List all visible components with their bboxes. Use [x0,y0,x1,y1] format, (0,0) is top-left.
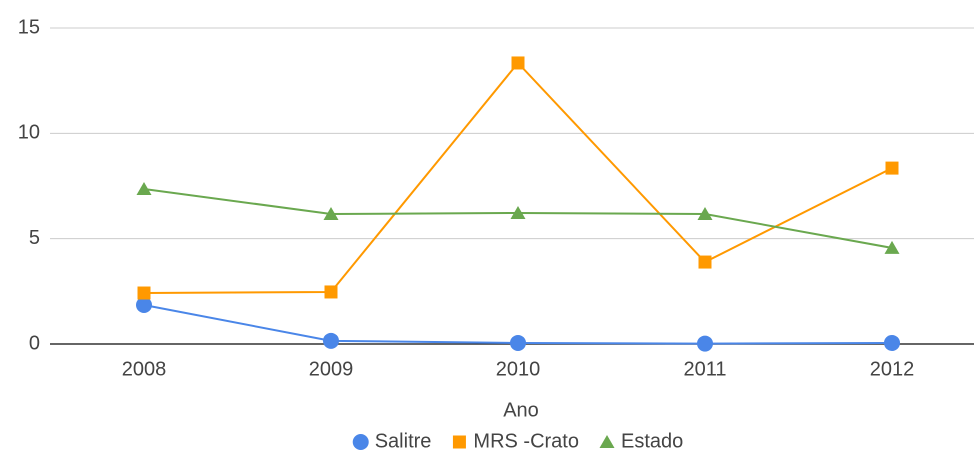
data-point [510,205,526,219]
data-point [136,181,152,195]
data-point [697,335,713,352]
y-tick-label: 5 [29,227,40,249]
x-axis-label: Ano [503,399,539,421]
legend-marker [599,435,615,448]
data-point [884,240,900,254]
data-point [323,332,339,349]
legend-label: Salitre [375,430,432,452]
legend-marker [352,434,369,450]
legend-marker [452,435,466,449]
x-tick-label: 2009 [309,358,354,380]
data-point [885,161,899,175]
legend-label: Estado [621,430,683,452]
data-point [323,207,339,221]
legend-label: MRS -Crato [473,430,579,452]
y-tick-label: 0 [29,332,40,354]
x-tick-label: 2010 [496,358,541,380]
data-point [510,334,526,351]
y-tick-label: 15 [18,16,40,38]
series-line [143,61,893,295]
x-tick-label: 2008 [122,358,167,380]
data-point [324,285,338,299]
x-tick-label: 2011 [683,358,726,380]
data-point [697,207,713,221]
x-tick-label: 2012 [870,358,915,380]
data-point [136,297,152,314]
data-point [137,286,151,300]
y-tick-label: 10 [18,122,40,144]
data-point [511,56,525,70]
data-point [698,255,712,269]
data-point [884,334,900,351]
